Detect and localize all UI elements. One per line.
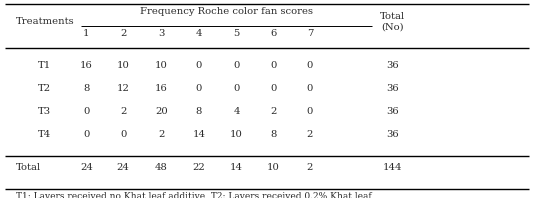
Text: 0: 0 xyxy=(233,84,240,93)
Text: Total
(No): Total (No) xyxy=(380,12,405,32)
Text: 14: 14 xyxy=(230,163,243,172)
Text: Treatments: Treatments xyxy=(16,17,74,26)
Text: 10: 10 xyxy=(155,61,168,69)
Text: 36: 36 xyxy=(386,84,399,93)
Text: 2: 2 xyxy=(120,29,126,38)
Text: 0: 0 xyxy=(270,61,277,69)
Text: 0: 0 xyxy=(307,61,313,69)
Text: 10: 10 xyxy=(230,130,243,139)
Text: 144: 144 xyxy=(383,163,402,172)
Text: 2: 2 xyxy=(307,130,313,139)
Text: 0: 0 xyxy=(270,84,277,93)
Text: 2: 2 xyxy=(158,130,164,139)
Text: 16: 16 xyxy=(155,84,168,93)
Text: T2: T2 xyxy=(38,84,51,93)
Text: T1: T1 xyxy=(38,61,51,69)
Text: 8: 8 xyxy=(270,130,277,139)
Text: 10: 10 xyxy=(116,61,130,69)
Text: 0: 0 xyxy=(307,107,313,116)
Text: 8: 8 xyxy=(196,107,202,116)
Text: 0: 0 xyxy=(120,130,126,139)
Text: 5: 5 xyxy=(233,29,240,38)
Text: 36: 36 xyxy=(386,130,399,139)
Text: 2: 2 xyxy=(120,107,126,116)
Text: Frequency Roche color fan scores: Frequency Roche color fan scores xyxy=(140,7,313,16)
Text: 36: 36 xyxy=(386,107,399,116)
Text: 0: 0 xyxy=(196,61,202,69)
Text: 3: 3 xyxy=(158,29,164,38)
Text: 10: 10 xyxy=(267,163,280,172)
Text: 14: 14 xyxy=(192,130,206,139)
Text: 2: 2 xyxy=(270,107,277,116)
Text: Total: Total xyxy=(16,163,41,172)
Text: 0: 0 xyxy=(233,61,240,69)
Text: T4: T4 xyxy=(38,130,51,139)
Text: 0: 0 xyxy=(196,84,202,93)
Text: 24: 24 xyxy=(80,163,93,172)
Text: 0: 0 xyxy=(83,130,90,139)
Text: 4: 4 xyxy=(233,107,240,116)
Text: 7: 7 xyxy=(307,29,313,38)
Text: 22: 22 xyxy=(193,163,206,172)
Text: T1: Layers received no Khat leaf additive, T2: Layers received 0.2% Khat leaf
ad: T1: Layers received no Khat leaf additiv… xyxy=(16,192,406,198)
Text: 6: 6 xyxy=(270,29,277,38)
Text: 8: 8 xyxy=(83,84,90,93)
Text: 20: 20 xyxy=(155,107,168,116)
Text: 48: 48 xyxy=(155,163,168,172)
Text: 0: 0 xyxy=(83,107,90,116)
Text: 36: 36 xyxy=(386,61,399,69)
Text: 16: 16 xyxy=(80,61,93,69)
Text: T3: T3 xyxy=(38,107,51,116)
Text: 4: 4 xyxy=(196,29,202,38)
Text: 1: 1 xyxy=(83,29,90,38)
Text: 24: 24 xyxy=(116,163,130,172)
Text: 12: 12 xyxy=(116,84,130,93)
Text: 2: 2 xyxy=(307,163,313,172)
Text: 0: 0 xyxy=(307,84,313,93)
